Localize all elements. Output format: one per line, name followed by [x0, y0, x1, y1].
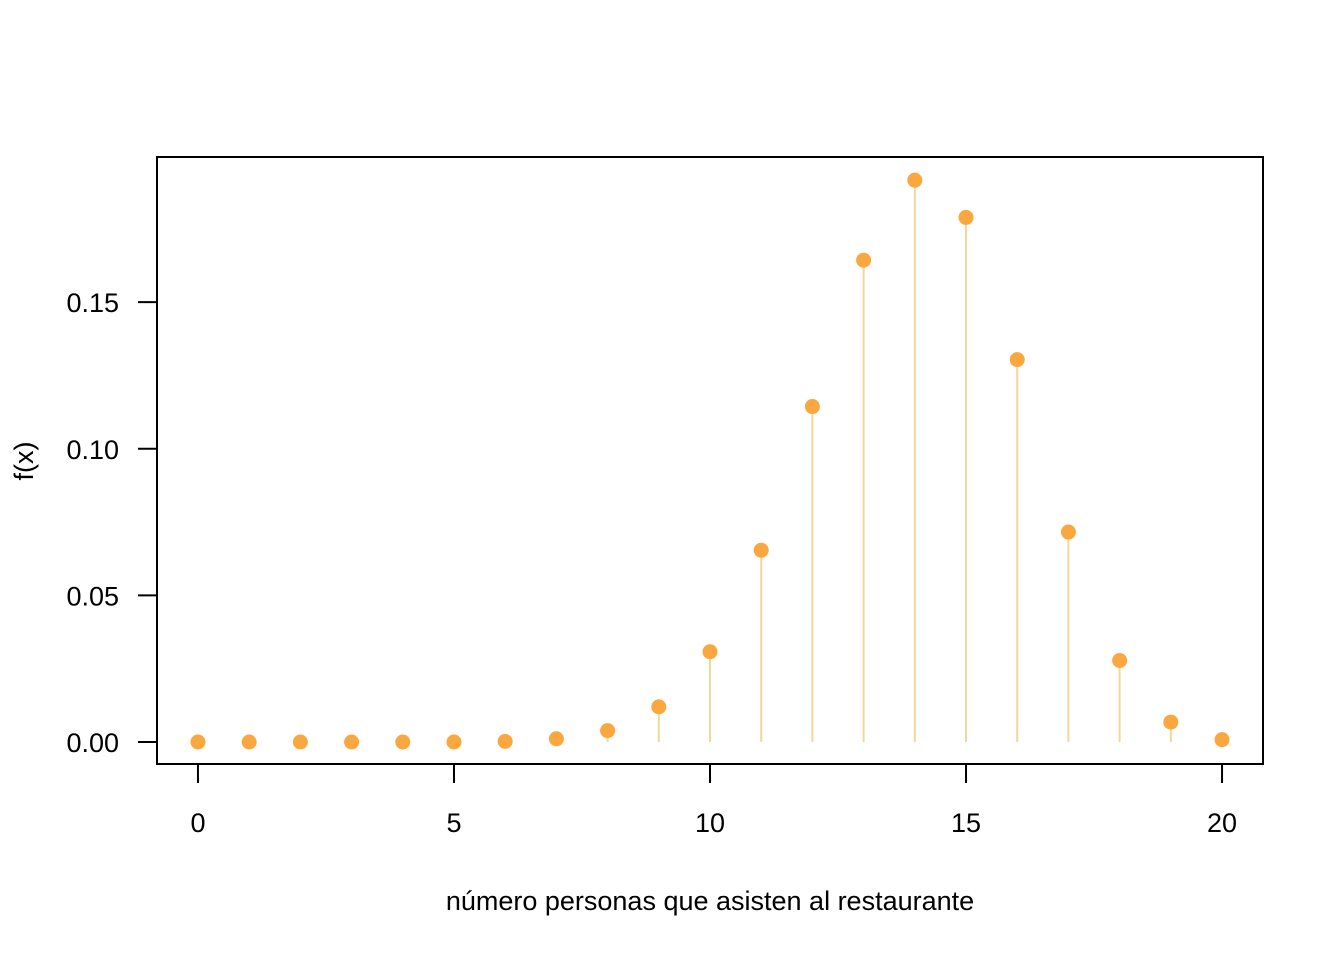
data-point-1 [241, 734, 257, 750]
y-axis-label: f(x) [9, 442, 39, 481]
data-point-3 [344, 734, 360, 750]
x-axis-label: número personas que asisten al restauran… [446, 886, 974, 916]
y-tick-label-0: 0.00 [66, 728, 119, 758]
data-point-9 [651, 699, 667, 715]
data-point-4 [395, 734, 411, 750]
x-tick-label-5: 5 [446, 808, 461, 838]
data-point-10 [702, 644, 718, 660]
y-tick-label-3: 0.15 [66, 288, 119, 318]
data-point-16 [1009, 352, 1025, 368]
points-layer [190, 172, 1230, 750]
x-tick-label-0: 0 [190, 808, 205, 838]
data-point-19 [1163, 714, 1179, 730]
data-point-0 [190, 734, 206, 750]
data-point-2 [292, 734, 308, 750]
y-tick-label-1: 0.05 [66, 581, 119, 611]
y-axis: 0.00 0.05 0.10 0.15 [66, 288, 158, 758]
data-point-17 [1060, 524, 1076, 540]
data-point-11 [753, 542, 769, 558]
data-point-14 [907, 172, 923, 188]
data-point-15 [958, 209, 974, 225]
data-point-13 [856, 252, 872, 268]
data-point-20 [1214, 732, 1230, 748]
data-point-6 [497, 733, 513, 749]
x-axis: 0 5 10 15 20 [190, 763, 1237, 838]
data-point-12 [804, 399, 820, 415]
data-point-5 [446, 734, 462, 750]
data-point-8 [600, 723, 616, 739]
x-tick-label-15: 15 [951, 808, 981, 838]
x-tick-label-10: 10 [695, 808, 725, 838]
data-point-7 [548, 731, 564, 747]
y-tick-label-2: 0.10 [66, 435, 119, 465]
data-point-18 [1112, 652, 1128, 668]
x-tick-label-20: 20 [1207, 808, 1237, 838]
